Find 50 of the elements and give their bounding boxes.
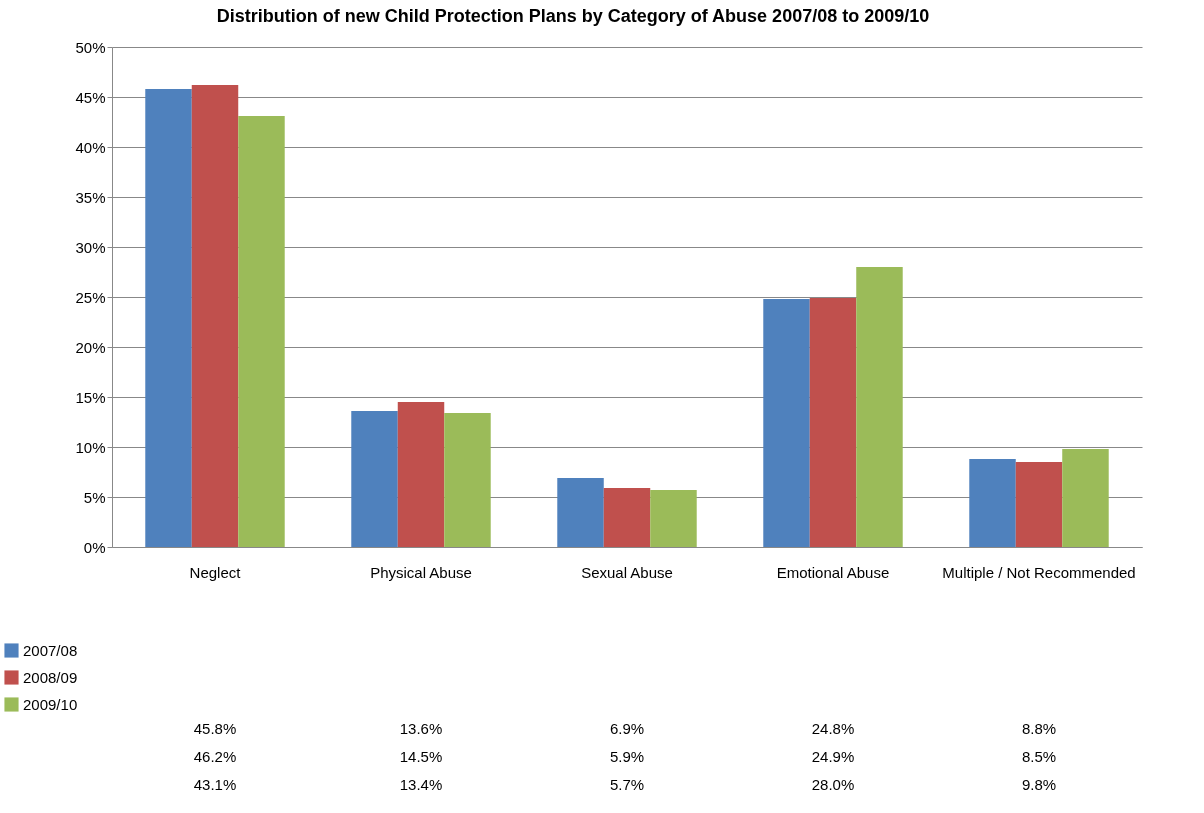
bar bbox=[603, 488, 651, 547]
bar bbox=[856, 267, 903, 547]
y-tick-label: 30% bbox=[75, 238, 106, 256]
x-tick-label: Sexual Abuse bbox=[581, 563, 673, 581]
data-label: 13.4% bbox=[399, 776, 443, 793]
legend-label: 2009/10 bbox=[23, 695, 78, 713]
bar bbox=[809, 298, 857, 547]
data-label: 43.1% bbox=[193, 776, 237, 793]
x-tick-label: Neglect bbox=[189, 563, 242, 581]
x-tick-label: Multiple / Not Recommended bbox=[942, 563, 1136, 581]
legend-label: 2007/08 bbox=[23, 641, 78, 659]
x-tick-label: Physical Abuse bbox=[370, 563, 472, 581]
data-label: 13.6% bbox=[399, 720, 443, 737]
data-label: 5.9% bbox=[609, 748, 645, 765]
bar bbox=[763, 299, 810, 547]
y-tick-label: 5% bbox=[83, 488, 106, 506]
legend-label: 2008/09 bbox=[23, 668, 78, 686]
y-tick-label: 25% bbox=[75, 288, 106, 306]
bar bbox=[1062, 449, 1109, 547]
bar bbox=[1015, 462, 1063, 547]
data-label: 6.9% bbox=[609, 720, 645, 737]
bar bbox=[238, 116, 285, 547]
y-tick-label: 10% bbox=[75, 438, 106, 456]
y-tick-label: 15% bbox=[75, 388, 106, 406]
y-tick-label: 35% bbox=[75, 188, 106, 206]
data-label: 46.2% bbox=[193, 748, 237, 765]
bar bbox=[969, 459, 1016, 547]
x-tick-label: Emotional Abuse bbox=[776, 563, 890, 581]
bar bbox=[191, 85, 239, 547]
data-label: 45.8% bbox=[193, 720, 237, 737]
y-tick-label: 0% bbox=[83, 538, 106, 556]
bar bbox=[145, 89, 192, 547]
y-tick-label: 20% bbox=[75, 338, 106, 356]
y-tick-label: 45% bbox=[75, 88, 106, 106]
y-tick-label: 40% bbox=[75, 138, 106, 156]
bar bbox=[397, 402, 445, 547]
data-label: 8.5% bbox=[1021, 748, 1057, 765]
data-label: 8.8% bbox=[1021, 720, 1057, 737]
data-label: 24.9% bbox=[811, 748, 855, 765]
data-label: 28.0% bbox=[811, 776, 855, 793]
data-label: 5.7% bbox=[609, 776, 645, 793]
y-tick-label: 50% bbox=[75, 38, 106, 56]
chart-title: Distribution of new Child Protection Plans by Category of Abuse 2007/08 to 2009/10 bbox=[216, 6, 930, 26]
data-label: 24.8% bbox=[811, 720, 855, 737]
bar bbox=[444, 413, 491, 547]
data-label: 9.8% bbox=[1021, 776, 1057, 793]
bar bbox=[351, 411, 398, 547]
bar bbox=[557, 478, 604, 547]
bar bbox=[650, 490, 697, 547]
data-label: 14.5% bbox=[399, 748, 443, 765]
